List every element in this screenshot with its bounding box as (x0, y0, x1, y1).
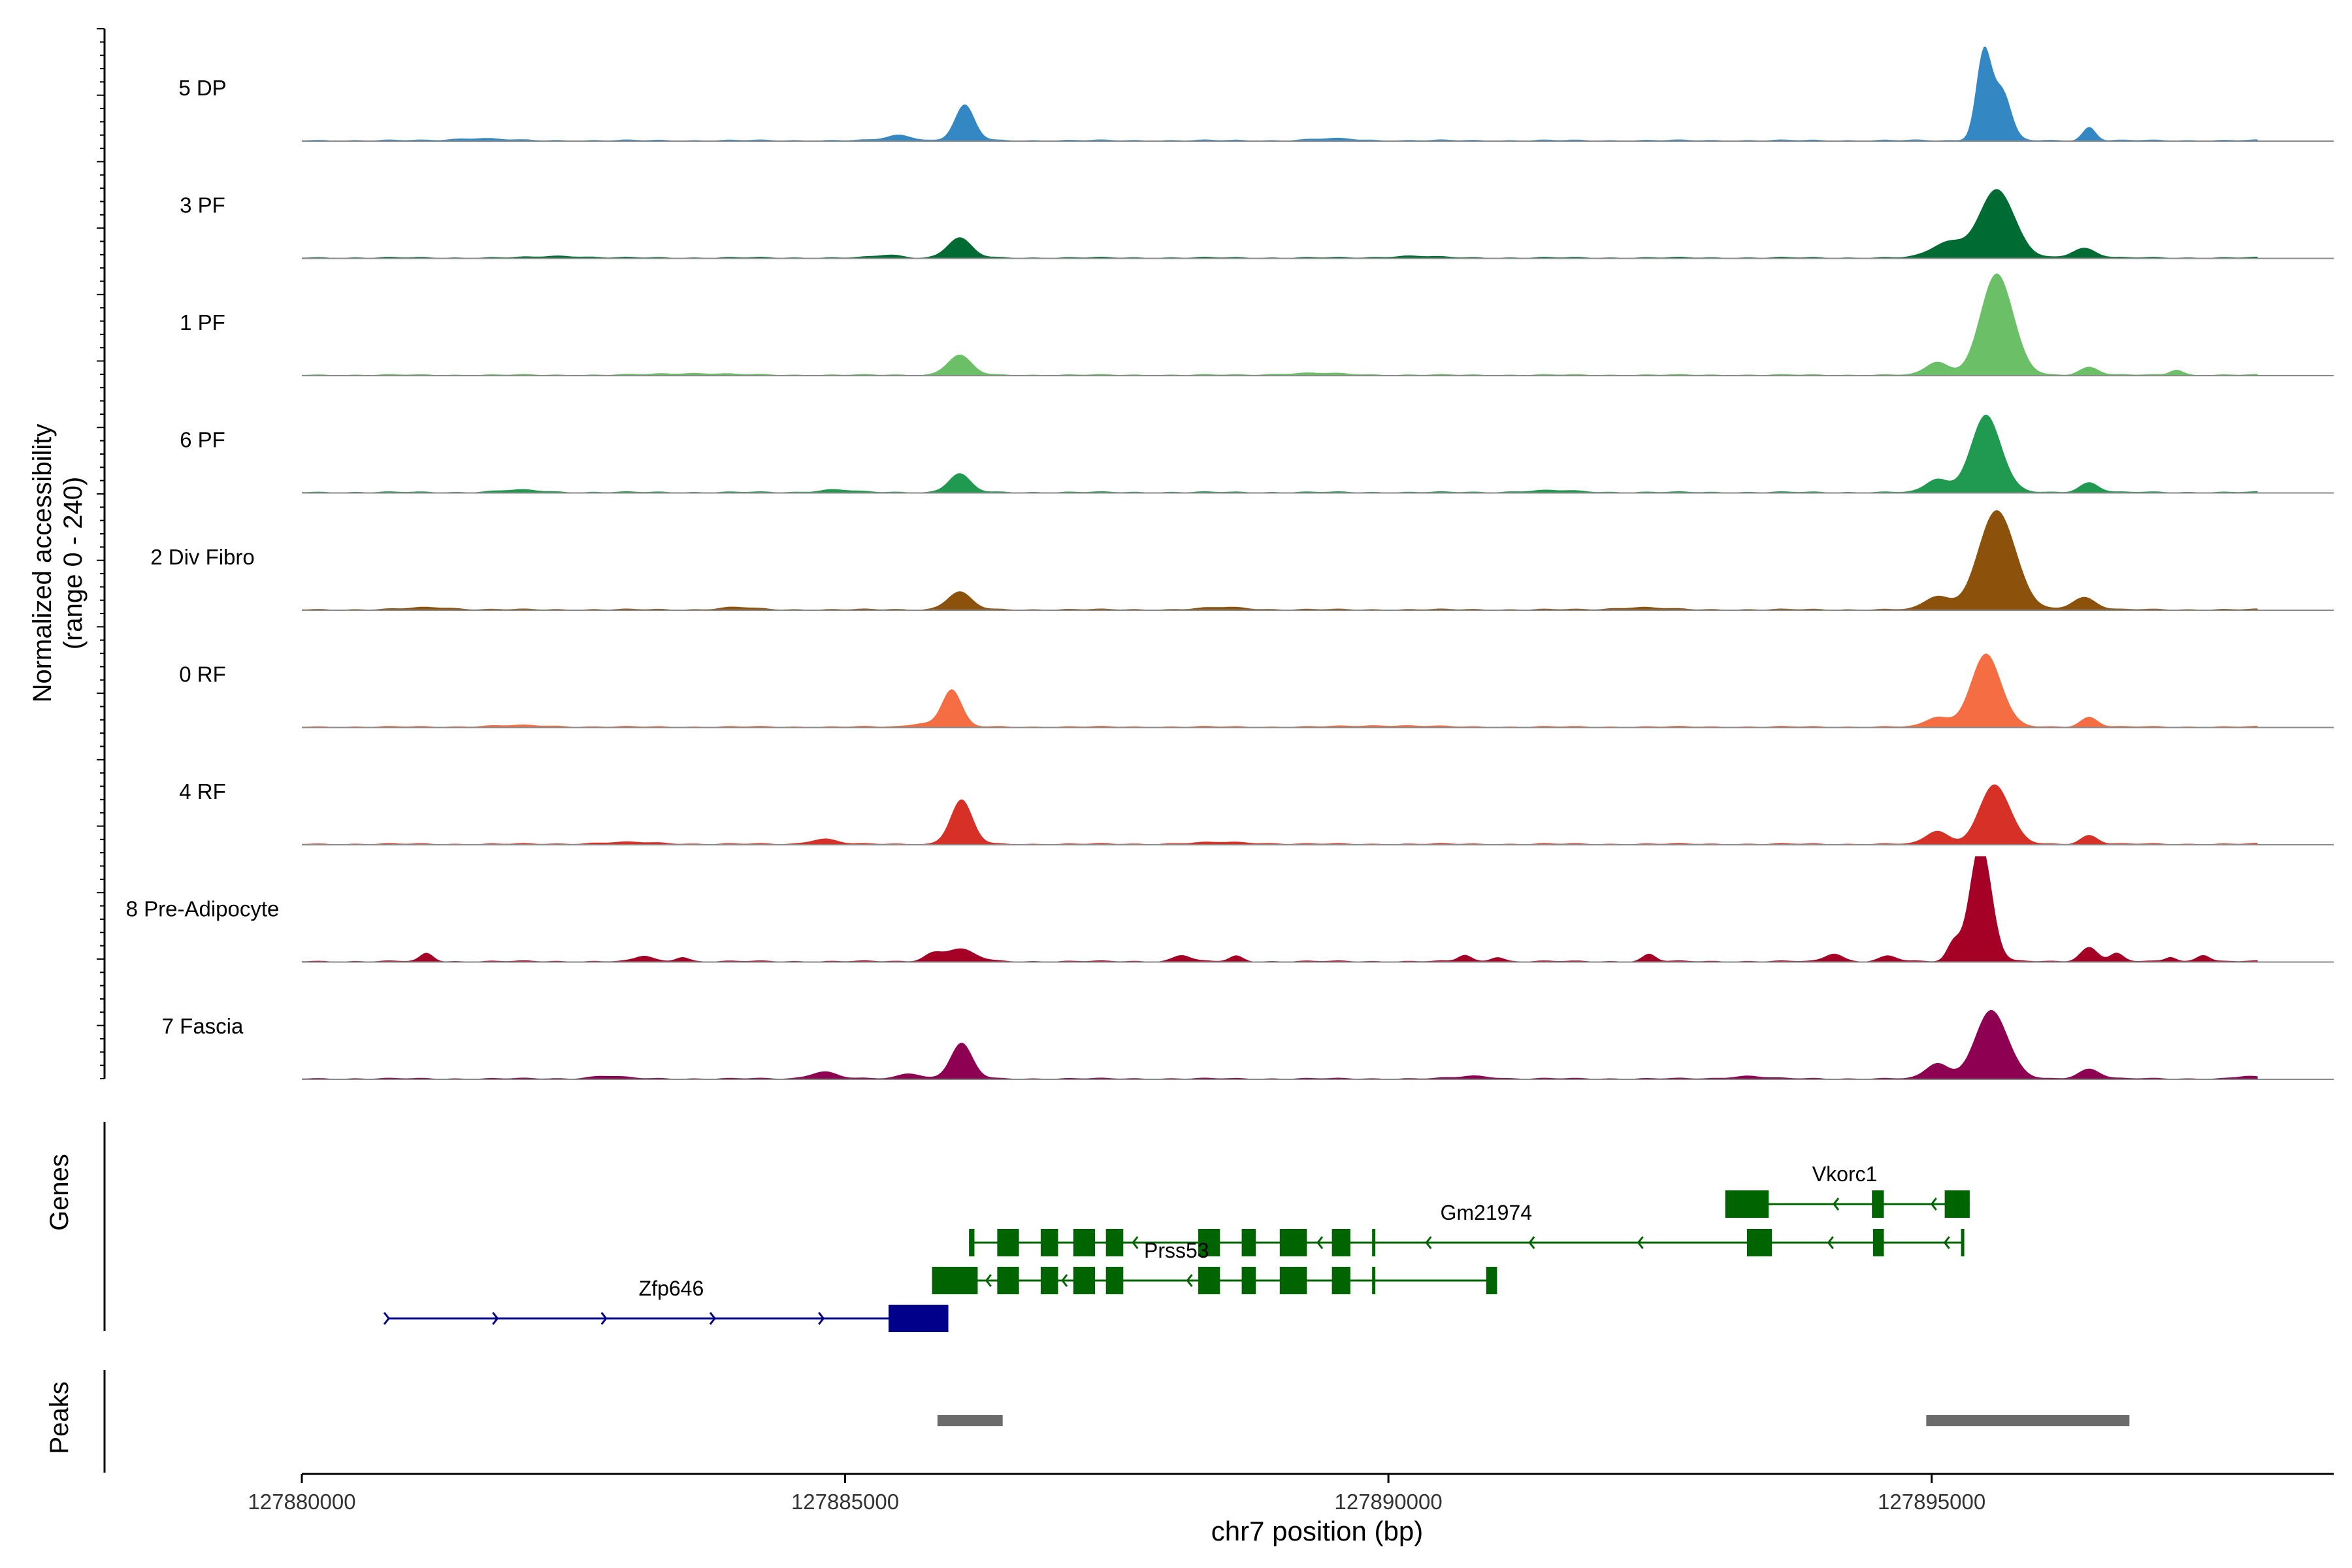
exon (1040, 1267, 1058, 1294)
exon (1105, 1267, 1124, 1294)
strand-arrow (1186, 1274, 1193, 1287)
exon (1372, 1229, 1376, 1256)
strand-arrow (1316, 1236, 1324, 1249)
exon (1944, 1190, 1948, 1218)
exon (1961, 1229, 1965, 1256)
track-label: 0 RF (179, 662, 226, 687)
strand-arrow (1930, 1198, 1937, 1211)
coverage-area (302, 856, 2258, 962)
coverage-area (302, 273, 2258, 376)
strand-arrow (1132, 1236, 1139, 1249)
coverage-area (302, 653, 2258, 728)
x-tick-label: 127885000 (791, 1490, 899, 1514)
strand-arrow (1827, 1236, 1834, 1249)
exon (1486, 1267, 1497, 1294)
exon (997, 1267, 1019, 1294)
gene-gm21974: Gm21974 (969, 1201, 1965, 1256)
exon (1872, 1229, 1884, 1256)
track-label: 2 Div Fibro (150, 545, 255, 569)
track-3-pf: 3 PF (180, 189, 2334, 259)
track-label: 7 Fascia (162, 1014, 244, 1038)
strand-arrow (1637, 1236, 1644, 1249)
gene-vkorc1: Vkorc1 (1725, 1162, 1970, 1218)
track-7-fascia: 7 Fascia (162, 1009, 2334, 1080)
gene-prss53: Prss53 (932, 1239, 1497, 1294)
exon (1746, 1229, 1772, 1256)
x-tick-label: 127880000 (248, 1490, 355, 1514)
peak-region (1926, 1415, 2130, 1426)
coverage-area (302, 1009, 2258, 1079)
peak-region (937, 1415, 1003, 1426)
track-5-dp: 5 DP (178, 46, 2334, 142)
track-label: 6 PF (180, 428, 225, 452)
x-tick-label: 127895000 (1878, 1490, 1985, 1514)
coverage-area (302, 46, 2258, 141)
track-4-rf: 4 RF (179, 779, 2334, 845)
exon (1073, 1229, 1096, 1256)
exon (889, 1305, 949, 1332)
axes: 127880000 127885000 127890000 127895000 (97, 28, 2334, 1514)
peaks-track-label: Peaks (45, 1381, 74, 1454)
strand-arrow (1943, 1236, 1950, 1249)
exon (1279, 1229, 1307, 1256)
exon (1372, 1267, 1376, 1294)
exon (1198, 1229, 1220, 1256)
strand-arrow (985, 1274, 992, 1287)
exon (969, 1229, 975, 1256)
gene-label: Prss53 (1144, 1239, 1209, 1262)
track-label: 4 RF (179, 779, 226, 804)
track-6-pf: 6 PF (180, 414, 2334, 494)
gene-label: Vkorc1 (1812, 1162, 1878, 1186)
gene-label: Gm21974 (1441, 1201, 1533, 1224)
genes-track-label: Genes (45, 1154, 74, 1231)
coverage-area (302, 189, 2258, 259)
exon (997, 1229, 1019, 1256)
exon (1725, 1190, 1769, 1218)
track-label: 1 PF (180, 310, 225, 335)
strand-arrow (1061, 1274, 1068, 1287)
exon (1073, 1267, 1096, 1294)
exon (932, 1267, 978, 1294)
strand-arrow (1425, 1236, 1432, 1249)
track-8-pre-adipocyte: 8 Pre-Adipocyte (126, 856, 2334, 963)
strand-arrow (818, 1312, 825, 1325)
exon (1872, 1190, 1884, 1218)
exon (1040, 1229, 1058, 1256)
track-label: 5 DP (178, 76, 226, 100)
track-label: 8 Pre-Adipocyte (126, 897, 280, 921)
y-axis-title-line1: Normalized accessibility (28, 424, 57, 703)
exon (1241, 1267, 1256, 1294)
y-axis-title-line2: (range 0 - 240) (59, 477, 88, 650)
strand-arrow (1528, 1236, 1535, 1249)
strand-arrow (600, 1312, 608, 1325)
peaks-track (937, 1415, 2130, 1426)
exon (1105, 1229, 1124, 1256)
gene-zfp646: Zfp646 (383, 1277, 949, 1332)
exon (1331, 1229, 1350, 1256)
track-1-pf: 1 PF (180, 273, 2334, 376)
strand-arrow (492, 1312, 499, 1325)
track-2-div-fibro: 2 Div Fibro (150, 510, 2334, 611)
strand-arrow (1833, 1198, 1840, 1211)
strand-arrow (709, 1312, 716, 1325)
x-tick-label: 127890000 (1335, 1490, 1443, 1514)
track-0-rf: 0 RF (179, 653, 2334, 728)
exon (1331, 1267, 1350, 1294)
gene-annotation-track: Vkorc1 Gm21974 Prss53 Zfp646 (383, 1162, 1970, 1332)
exon (1279, 1267, 1307, 1294)
exon (1198, 1267, 1220, 1294)
x-axis-title: chr7 position (bp) (1211, 1516, 1424, 1546)
coverage-area (302, 414, 2258, 493)
coverage-area (302, 510, 2258, 610)
coverage-area (302, 784, 2258, 845)
exon (1946, 1190, 1970, 1218)
gene-label: Zfp646 (639, 1277, 704, 1300)
coverage-tracks: 5 DP 3 PF 1 PF 6 PF 2 Div Fibro 0 RF 4 RF 8 Pre… (126, 46, 2334, 1080)
exon (1241, 1229, 1256, 1256)
strand-arrow (383, 1312, 390, 1325)
track-label: 3 PF (180, 193, 225, 218)
